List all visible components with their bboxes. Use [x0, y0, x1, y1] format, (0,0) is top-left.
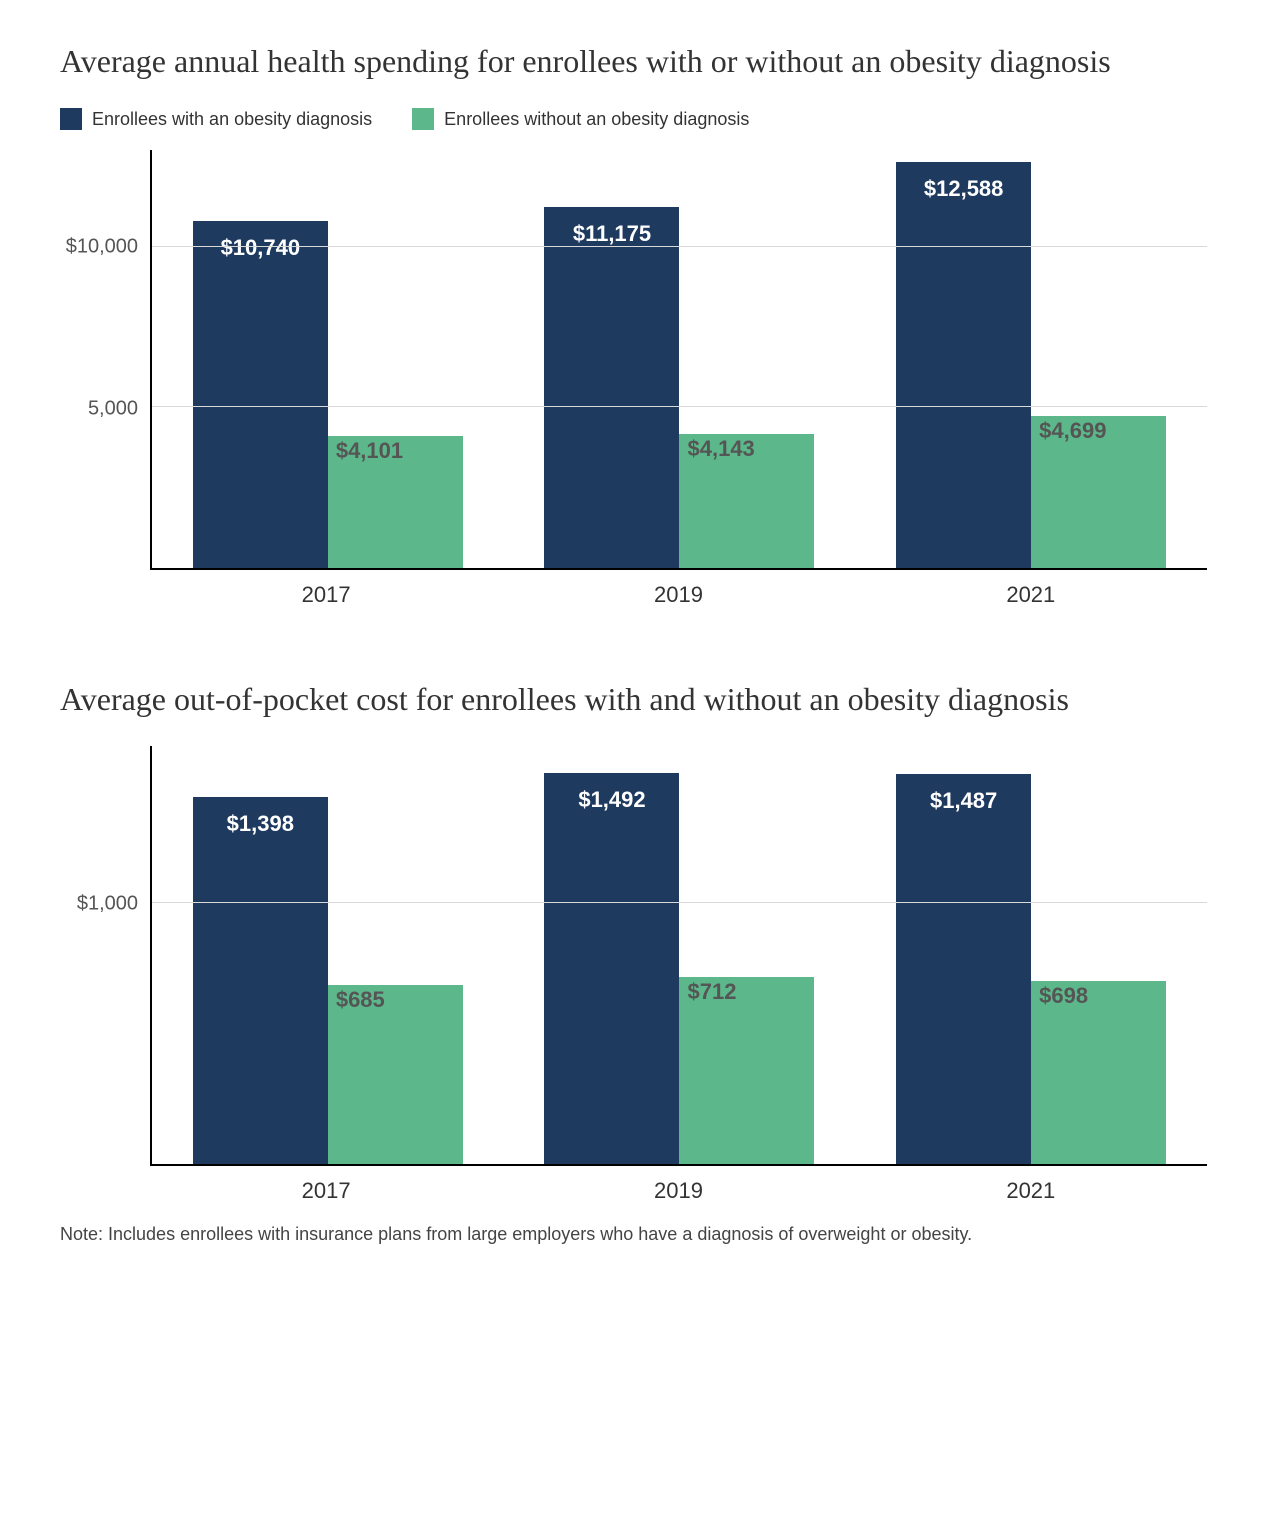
chart1-plot-wrap: 5,000$10,000 $10,740$4,101$11,175$4,143$… [60, 150, 1207, 570]
legend-item-without-obesity: Enrollees without an obesity diagnosis [412, 108, 749, 130]
bar-group: $10,740 $4,101 [193, 221, 463, 568]
chart2-bar-groups: $1,398 $685 $1,492 $712 $1,487 $698 [152, 746, 1207, 1164]
chart-annual-spending: Average annual health spending for enrol… [60, 40, 1207, 608]
footnote: Note: Includes enrollees with insurance … [60, 1224, 1207, 1245]
bar-group: $11,175 $4,143 [544, 207, 814, 568]
bar-without-obesity: $4,699 [1031, 416, 1166, 568]
chart1-title: Average annual health spending for enrol… [60, 40, 1207, 83]
bar-without-obesity: $4,143 [679, 434, 814, 568]
x-category-label: 2019 [543, 1178, 813, 1204]
x-category-label: 2017 [191, 1178, 461, 1204]
y-tick-label: $1,000 [77, 892, 138, 915]
bar-value-label: $1,398 [227, 811, 294, 837]
x-category-label: 2019 [543, 582, 813, 608]
bar-without-obesity: $712 [679, 977, 814, 1164]
bar-value-label: $712 [687, 979, 736, 1005]
bar-value-label: $4,699 [1039, 418, 1106, 444]
bar-value-label: $4,143 [687, 436, 754, 462]
legend-item-with-obesity: Enrollees with an obesity diagnosis [60, 108, 372, 130]
gridline [152, 406, 1207, 407]
bar-value-label: $11,175 [573, 221, 651, 247]
bar-with-obesity: $1,487 [896, 774, 1031, 1164]
bar-without-obesity: $4,101 [328, 436, 463, 568]
gridline [152, 246, 1207, 247]
legend-label: Enrollees without an obesity diagnosis [444, 109, 749, 130]
bar-without-obesity: $698 [1031, 981, 1166, 1164]
chart2-title: Average out-of-pocket cost for enrollees… [60, 678, 1207, 721]
y-tick-label: 5,000 [88, 397, 138, 420]
bar-without-obesity: $685 [328, 985, 463, 1165]
x-category-label: 2017 [191, 582, 461, 608]
bar-with-obesity: $12,588 [896, 162, 1031, 569]
bar-value-label: $12,588 [924, 176, 1004, 202]
legend-label: Enrollees with an obesity diagnosis [92, 109, 372, 130]
chart1-legend: Enrollees with an obesity diagnosis Enro… [60, 108, 1207, 130]
chart2-plot-wrap: $1,000 $1,398 $685 $1,492 $712 $1,487 $698 [60, 746, 1207, 1166]
bar-with-obesity: $10,740 [193, 221, 328, 568]
bar-value-label: $698 [1039, 983, 1088, 1009]
chart1-x-axis: 2017 2019 2021 [150, 570, 1207, 608]
gridline [152, 902, 1207, 903]
bar-value-label: $10,740 [221, 235, 301, 261]
x-category-label: 2021 [896, 582, 1166, 608]
bar-value-label: $685 [336, 987, 385, 1013]
bar-with-obesity: $1,492 [544, 773, 679, 1165]
bar-group: $1,487 $698 [896, 774, 1166, 1164]
bar-value-label: $1,487 [930, 788, 997, 814]
bar-with-obesity: $1,398 [193, 797, 328, 1164]
chart2-y-axis: $1,000 [60, 746, 150, 1166]
bar-value-label: $1,492 [578, 787, 645, 813]
legend-swatch [412, 108, 434, 130]
chart-oop-cost: Average out-of-pocket cost for enrollees… [60, 678, 1207, 1204]
chart2-x-axis: 2017 2019 2021 [150, 1166, 1207, 1204]
bar-group: $12,588 $4,699 [896, 162, 1166, 569]
y-tick-label: $10,000 [66, 236, 138, 259]
bar-group: $1,398 $685 [193, 797, 463, 1164]
bar-group: $1,492 $712 [544, 773, 814, 1165]
x-category-label: 2021 [896, 1178, 1166, 1204]
bar-with-obesity: $11,175 [544, 207, 679, 568]
chart1-y-axis: 5,000 $10,000 [60, 150, 150, 570]
chart2-plot: $1,398 $685 $1,492 $712 $1,487 $698 [150, 746, 1207, 1166]
legend-swatch [60, 108, 82, 130]
chart1-plot: $10,740 $4,101 $11,175 $4,143 $12,588 $4,699 [150, 150, 1207, 570]
chart1-bar-groups: $10,740 $4,101 $11,175 $4,143 $12,588 $4,699 [152, 150, 1207, 568]
bar-value-label: $4,101 [336, 438, 403, 464]
